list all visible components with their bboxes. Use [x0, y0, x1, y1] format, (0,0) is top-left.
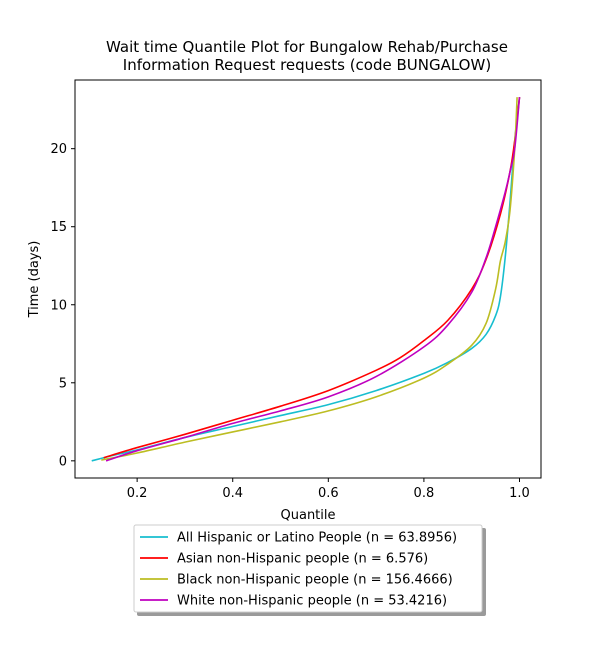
plot-frame	[74, 79, 542, 479]
y-tick-label: 20	[50, 142, 67, 157]
y-tick-label: 15	[50, 220, 67, 235]
series-line-3	[105, 97, 521, 462]
x-tick-label: 1.0	[509, 486, 530, 501]
legend-label-0: All Hispanic or Latino People (n = 63.89…	[177, 531, 457, 546]
x-axis-label: Quantile	[281, 508, 336, 523]
x-tick-label: 0.2	[127, 486, 148, 501]
chart-title-line1: Wait time Quantile Plot for Bungalow Reh…	[106, 38, 508, 56]
y-axis: 0 5 10 15 20	[50, 142, 75, 469]
series-line-0	[91, 97, 521, 462]
legend-label-2: Black non-Hispanic people (n = 156.4666)	[177, 573, 453, 588]
y-tick-label: 5	[59, 376, 67, 391]
y-tick-label: 10	[50, 298, 67, 313]
y-axis-label: Time (days)	[27, 241, 42, 319]
y-tick-label: 0	[59, 454, 67, 469]
series-line-2	[101, 97, 518, 461]
legend-label-1: Asian non-Hispanic people (n = 6.576)	[177, 552, 428, 567]
legend-box	[133, 524, 483, 613]
x-axis: 0.2 0.4 0.6 0.8 1.0	[127, 478, 530, 501]
x-tick-label: 0.8	[414, 486, 435, 501]
legend-label-3: White non-Hispanic people (n = 53.4216)	[177, 594, 447, 609]
series-line-1	[103, 97, 521, 459]
plot-area	[91, 97, 521, 462]
x-tick-label: 0.6	[318, 486, 339, 501]
x-tick-label: 0.4	[222, 486, 243, 501]
chart-title-line2: Information Request requests (code BUNGA…	[123, 56, 491, 74]
legend: All Hispanic or Latino People (n = 63.89…	[133, 524, 486, 616]
